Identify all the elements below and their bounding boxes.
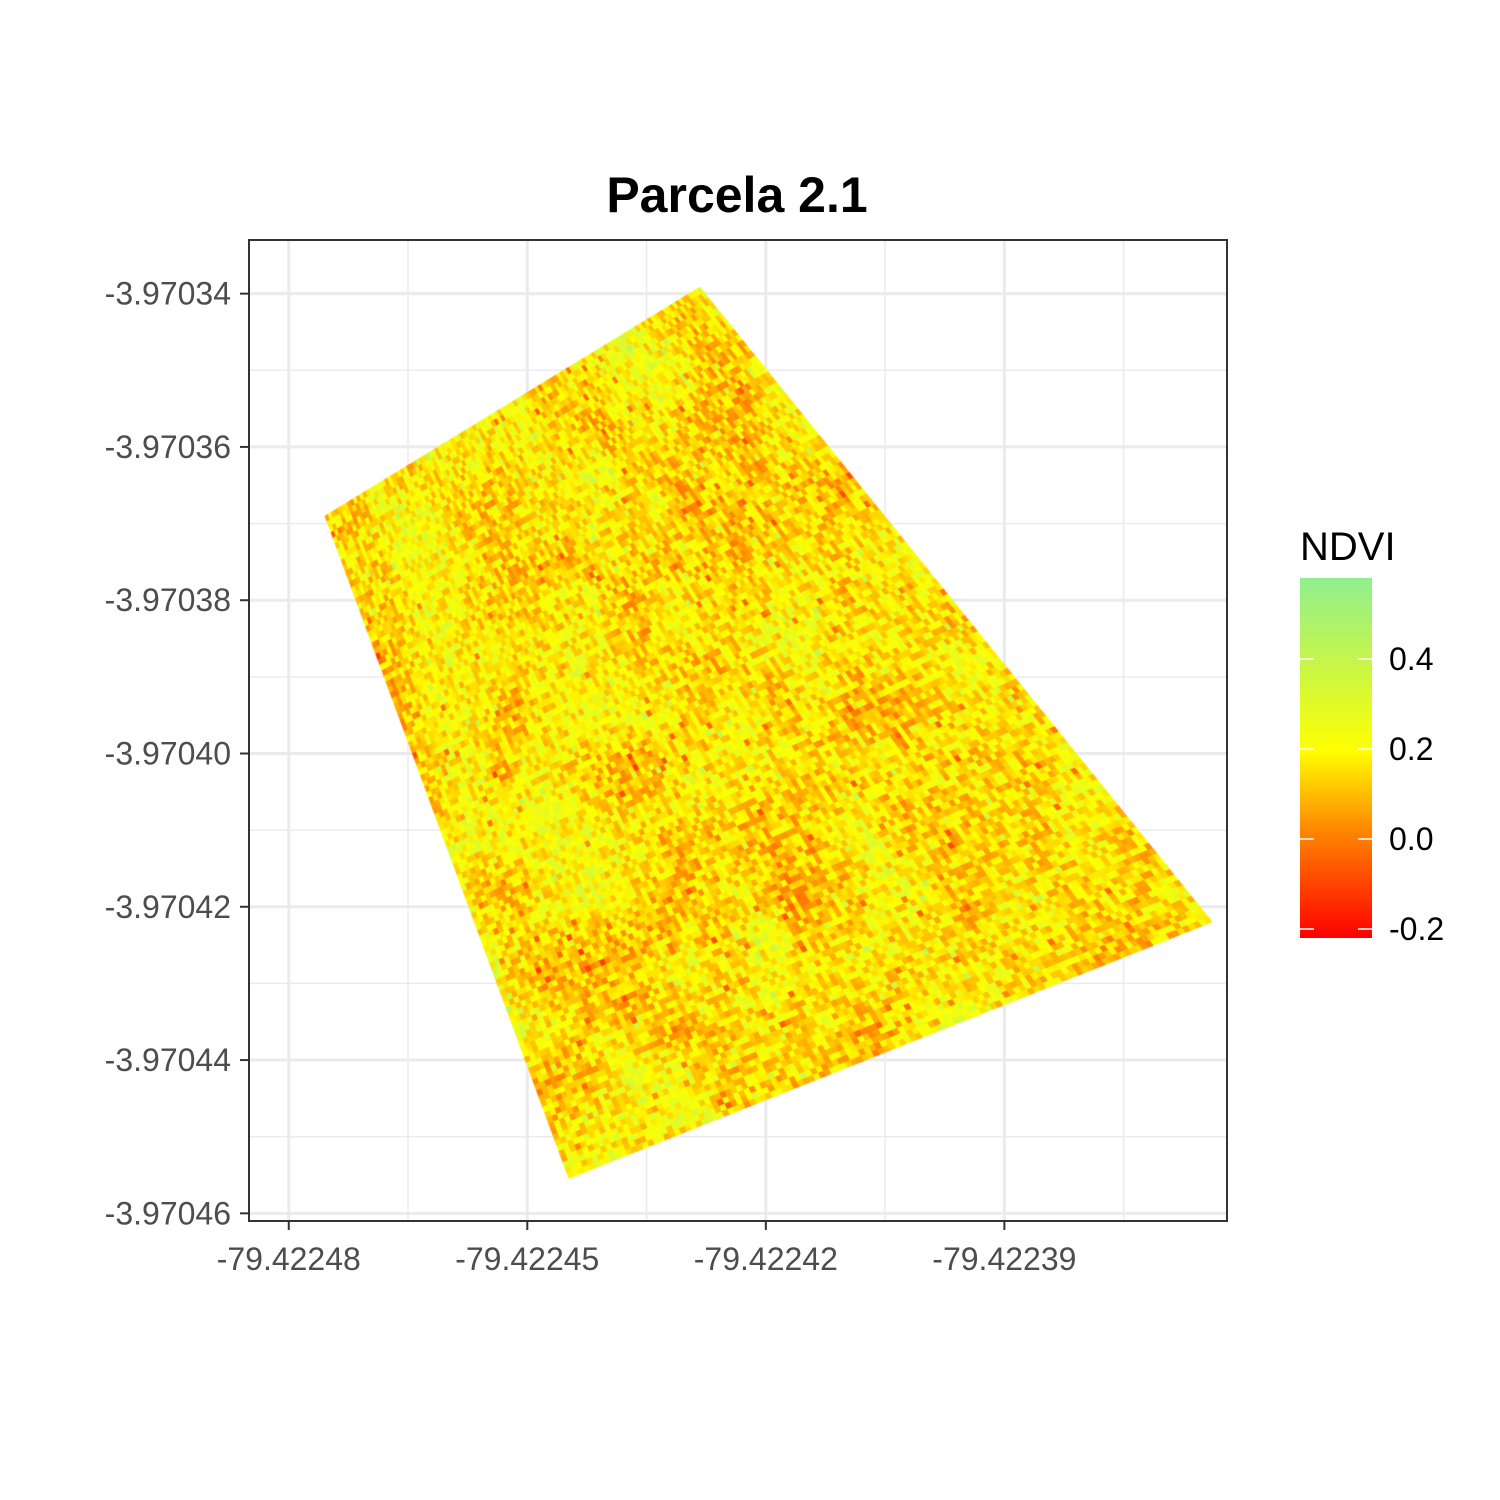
legend-label: 0.0 [1389, 821, 1433, 857]
y-tick-label: -3.97038 [105, 582, 231, 618]
x-tick-label: -79.42245 [455, 1241, 599, 1277]
legend-title: NDVI [1300, 525, 1396, 569]
legend-ticks: 0.4 0.2 0.0 -0.2 [1300, 641, 1444, 947]
y-tick-label: -3.97034 [105, 276, 231, 312]
y-tick-label: -3.97046 [105, 1195, 231, 1231]
legend-colorbar [1300, 578, 1372, 938]
plot-panel-border [248, 239, 1228, 1222]
legend-label: 0.4 [1389, 641, 1433, 677]
legend: NDVI 0.4 0.2 0.0 -0.2 [1300, 525, 1444, 947]
y-tick-label: -3.97040 [105, 735, 231, 771]
y-tick-label: -3.97036 [105, 429, 231, 465]
chart-title: Parcela 2.1 [606, 167, 867, 223]
y-tick-label: -3.97042 [105, 889, 231, 925]
x-axis: -79.42248 -79.42245 -79.42242 -79.42239 [217, 1221, 1076, 1277]
x-tick-label: -79.42248 [217, 1241, 361, 1277]
y-axis: -3.97034 -3.97036 -3.97038 -3.97040 -3.97042… [105, 276, 249, 1231]
legend-label: -0.2 [1389, 911, 1444, 947]
x-tick-label: -79.42242 [694, 1241, 838, 1277]
y-tick-label: -3.97044 [105, 1042, 231, 1078]
legend-label: 0.2 [1389, 731, 1433, 767]
x-tick-label: -79.42239 [932, 1241, 1076, 1277]
